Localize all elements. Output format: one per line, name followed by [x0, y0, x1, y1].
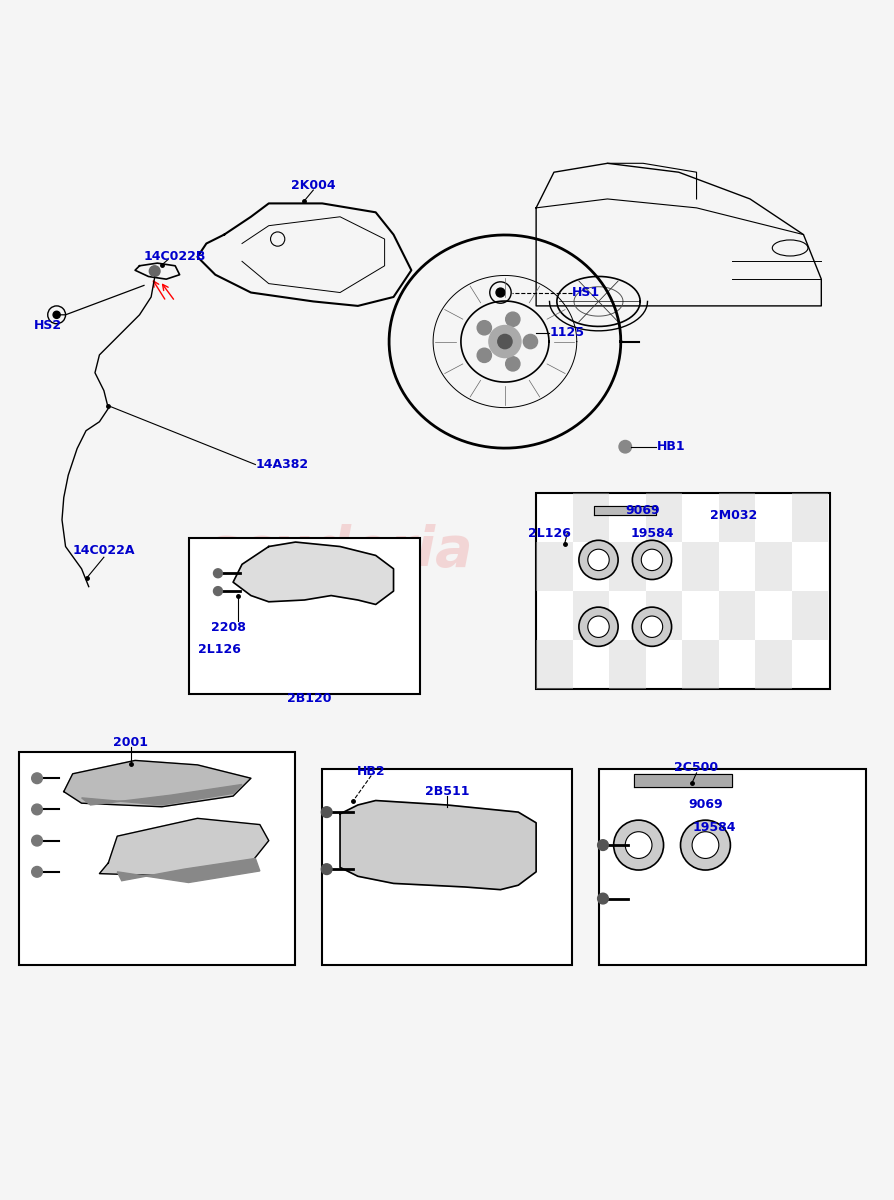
Bar — [719, 493, 755, 542]
Bar — [19, 751, 296, 966]
Text: 9069: 9069 — [688, 798, 722, 811]
Polygon shape — [63, 761, 251, 806]
Circle shape — [588, 616, 609, 637]
Circle shape — [321, 864, 332, 875]
Polygon shape — [99, 818, 269, 876]
Circle shape — [613, 820, 663, 870]
Bar — [609, 640, 645, 689]
Text: 2K004: 2K004 — [291, 179, 335, 192]
Circle shape — [641, 550, 662, 570]
Circle shape — [597, 840, 608, 851]
Bar — [719, 592, 755, 640]
Bar — [645, 493, 682, 542]
Bar — [536, 542, 573, 592]
Text: 2001: 2001 — [114, 736, 148, 749]
Bar — [573, 493, 609, 542]
Polygon shape — [634, 774, 732, 787]
Text: 2M032: 2M032 — [710, 509, 757, 522]
Circle shape — [506, 312, 520, 326]
Circle shape — [321, 806, 332, 817]
Text: 1125: 1125 — [550, 326, 585, 340]
Circle shape — [214, 569, 223, 577]
Text: 14C022B: 14C022B — [144, 251, 207, 263]
Bar — [609, 542, 645, 592]
Text: 2B120: 2B120 — [287, 691, 331, 704]
Text: 19584: 19584 — [630, 527, 674, 540]
Text: 2L126: 2L126 — [198, 642, 241, 655]
Circle shape — [496, 288, 505, 296]
Circle shape — [477, 320, 492, 335]
Circle shape — [597, 893, 608, 904]
Bar — [536, 640, 573, 689]
Bar — [792, 592, 829, 640]
Text: 14A382: 14A382 — [256, 458, 308, 472]
Circle shape — [149, 265, 160, 276]
Text: 2C500: 2C500 — [674, 761, 719, 774]
Circle shape — [31, 804, 42, 815]
Text: scuderia
parts: scuderia parts — [207, 524, 473, 641]
Bar — [189, 538, 420, 694]
Circle shape — [506, 356, 520, 371]
Text: 14C022A: 14C022A — [72, 545, 135, 558]
Bar — [536, 493, 831, 689]
Bar — [682, 640, 719, 689]
Polygon shape — [233, 542, 393, 605]
Bar — [755, 640, 792, 689]
Circle shape — [619, 440, 631, 452]
Circle shape — [632, 540, 671, 580]
Circle shape — [31, 773, 42, 784]
Text: HS1: HS1 — [572, 286, 600, 299]
Bar — [322, 769, 572, 966]
Circle shape — [680, 820, 730, 870]
Bar — [645, 592, 682, 640]
Circle shape — [477, 348, 492, 362]
Circle shape — [489, 325, 521, 358]
Circle shape — [625, 832, 652, 858]
Circle shape — [579, 540, 618, 580]
Circle shape — [641, 616, 662, 637]
Polygon shape — [81, 785, 242, 805]
Circle shape — [523, 335, 537, 349]
Circle shape — [692, 832, 719, 858]
Circle shape — [31, 866, 42, 877]
Text: HB2: HB2 — [357, 764, 385, 778]
Text: HB1: HB1 — [656, 440, 685, 454]
Circle shape — [31, 835, 42, 846]
Bar — [792, 493, 829, 542]
Text: HS2: HS2 — [34, 319, 62, 332]
Polygon shape — [340, 800, 536, 889]
Circle shape — [632, 607, 671, 647]
Circle shape — [588, 550, 609, 570]
Polygon shape — [594, 506, 656, 515]
Bar — [573, 592, 609, 640]
Text: 2208: 2208 — [211, 622, 246, 634]
Text: 19584: 19584 — [693, 821, 736, 834]
Bar — [755, 542, 792, 592]
Bar — [682, 542, 719, 592]
Text: 2L126: 2L126 — [528, 527, 571, 540]
Circle shape — [214, 587, 223, 595]
Circle shape — [53, 311, 60, 318]
Circle shape — [579, 607, 618, 647]
Bar — [598, 769, 866, 966]
Text: 2B511: 2B511 — [425, 785, 469, 798]
Text: 9069: 9069 — [626, 504, 661, 517]
Polygon shape — [117, 858, 260, 882]
Circle shape — [498, 335, 512, 349]
